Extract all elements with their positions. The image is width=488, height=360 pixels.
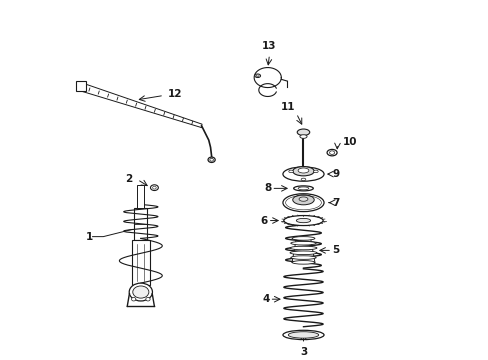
Ellipse shape <box>298 197 307 201</box>
Ellipse shape <box>283 330 324 339</box>
Text: 10: 10 <box>342 137 357 147</box>
Ellipse shape <box>292 167 314 176</box>
Ellipse shape <box>301 178 305 181</box>
Ellipse shape <box>129 283 152 301</box>
FancyBboxPatch shape <box>76 81 85 91</box>
Ellipse shape <box>131 297 136 301</box>
Text: 8: 8 <box>264 183 271 193</box>
Ellipse shape <box>207 157 215 162</box>
Ellipse shape <box>293 186 313 191</box>
Bar <box>134 208 147 240</box>
Text: 7: 7 <box>331 198 339 208</box>
Ellipse shape <box>299 135 306 138</box>
Ellipse shape <box>290 256 316 259</box>
Text: 13: 13 <box>262 41 276 51</box>
Ellipse shape <box>291 237 314 240</box>
Text: 6: 6 <box>260 216 267 226</box>
Ellipse shape <box>296 219 310 223</box>
Ellipse shape <box>256 75 259 77</box>
Bar <box>137 185 144 208</box>
Ellipse shape <box>298 187 308 190</box>
Ellipse shape <box>133 286 148 298</box>
Ellipse shape <box>290 242 316 245</box>
Ellipse shape <box>329 151 334 154</box>
Bar <box>132 240 149 285</box>
Text: 3: 3 <box>299 347 306 357</box>
Text: 1: 1 <box>85 231 92 242</box>
Ellipse shape <box>152 186 156 189</box>
Ellipse shape <box>313 170 318 173</box>
Ellipse shape <box>292 195 314 205</box>
Ellipse shape <box>288 332 318 338</box>
Ellipse shape <box>254 74 260 77</box>
Ellipse shape <box>283 194 324 212</box>
Ellipse shape <box>289 251 316 255</box>
Text: 4: 4 <box>262 294 269 304</box>
Text: 9: 9 <box>331 169 339 179</box>
Ellipse shape <box>283 216 323 226</box>
Text: 2: 2 <box>124 175 132 184</box>
Ellipse shape <box>298 168 308 173</box>
Ellipse shape <box>150 185 158 190</box>
Ellipse shape <box>209 158 213 161</box>
Text: 11: 11 <box>281 102 295 112</box>
Ellipse shape <box>291 261 314 264</box>
Ellipse shape <box>288 170 293 173</box>
Ellipse shape <box>145 297 150 301</box>
Text: 12: 12 <box>167 89 182 99</box>
Ellipse shape <box>297 129 309 135</box>
Ellipse shape <box>289 246 316 250</box>
Text: 5: 5 <box>331 246 339 255</box>
Ellipse shape <box>283 167 324 181</box>
Ellipse shape <box>326 149 336 156</box>
